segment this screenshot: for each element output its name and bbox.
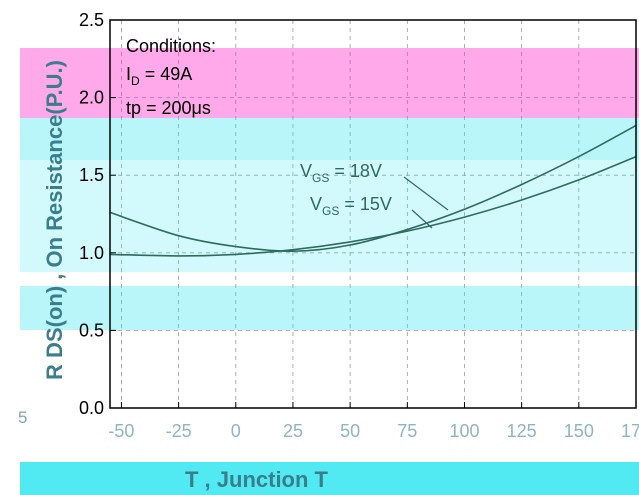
y-tick-label: 0.5 [79, 320, 104, 340]
x-tick-label: 175 [621, 421, 639, 441]
x-tick-label: 125 [507, 421, 537, 441]
y-tick-label: 2.0 [79, 88, 104, 108]
conditions-title: Conditions: [126, 36, 216, 56]
cyan-band-3 [20, 286, 639, 330]
series-layer [109, 124, 637, 257]
series-line-18v [109, 124, 637, 253]
series-pointer-18v [403, 176, 449, 211]
x-tick-label: 0 [231, 421, 241, 441]
x-tick-label: -50 [108, 421, 134, 441]
grid [110, 20, 636, 408]
x-tick-label: 75 [397, 421, 417, 441]
x-tick-label: 150 [564, 421, 594, 441]
y-tick-label: 0.0 [79, 398, 104, 418]
conditions-annotation: Conditions: ID = 49A tp = 200μs [126, 36, 216, 118]
x-tick-label: 25 [283, 421, 303, 441]
cyan-band-bottom [20, 462, 639, 495]
series-label-15v: VGS = 15V [310, 194, 392, 218]
conditions-tp: tp = 200μs [126, 98, 211, 118]
plot-frame [109, 19, 637, 409]
conditions-id: ID = 49A [126, 64, 192, 88]
x-axis-label: T , Junction T [185, 467, 329, 492]
x-tick-label: -25 [166, 421, 192, 441]
y-axis-label: R DS(on) , On Resistance(P.U.) [42, 60, 67, 380]
x-tick-label: 100 [449, 421, 479, 441]
series-labels: VGS = 18V VGS = 15V [300, 161, 449, 229]
y-tick-label: 2.5 [79, 10, 104, 30]
x-tick-label: 50 [340, 421, 360, 441]
pink-band [20, 48, 639, 118]
series-line-15v [109, 155, 637, 257]
series-label-18v: VGS = 18V [300, 161, 382, 185]
y-tick-label: 1.5 [79, 165, 104, 185]
y-tick-label: 1.0 [79, 243, 104, 263]
stray-tick-fragment: 5 [18, 408, 27, 427]
series-pointer-15v [411, 209, 433, 229]
cyan-band-1 [20, 118, 639, 160]
ticks: -50 -25 0 25 50 75 100 125 150 175 0.0 0.5 1.0 1.5 2.0… [79, 10, 639, 441]
artifact-bands [20, 48, 639, 495]
